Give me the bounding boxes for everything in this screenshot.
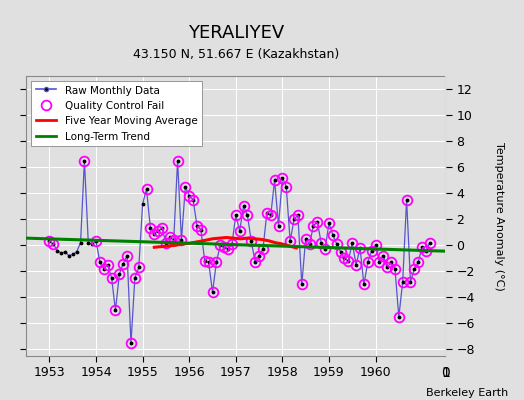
- Text: Berkeley Earth: Berkeley Earth: [426, 388, 508, 398]
- Text: YERALIYEV: YERALIYEV: [188, 24, 284, 42]
- Y-axis label: Temperature Anomaly (°C): Temperature Anomaly (°C): [494, 142, 504, 290]
- Legend: Raw Monthly Data, Quality Control Fail, Five Year Moving Average, Long-Term Tren: Raw Monthly Data, Quality Control Fail, …: [31, 81, 202, 146]
- Text: 43.150 N, 51.667 E (Kazakhstan): 43.150 N, 51.667 E (Kazakhstan): [133, 48, 339, 61]
